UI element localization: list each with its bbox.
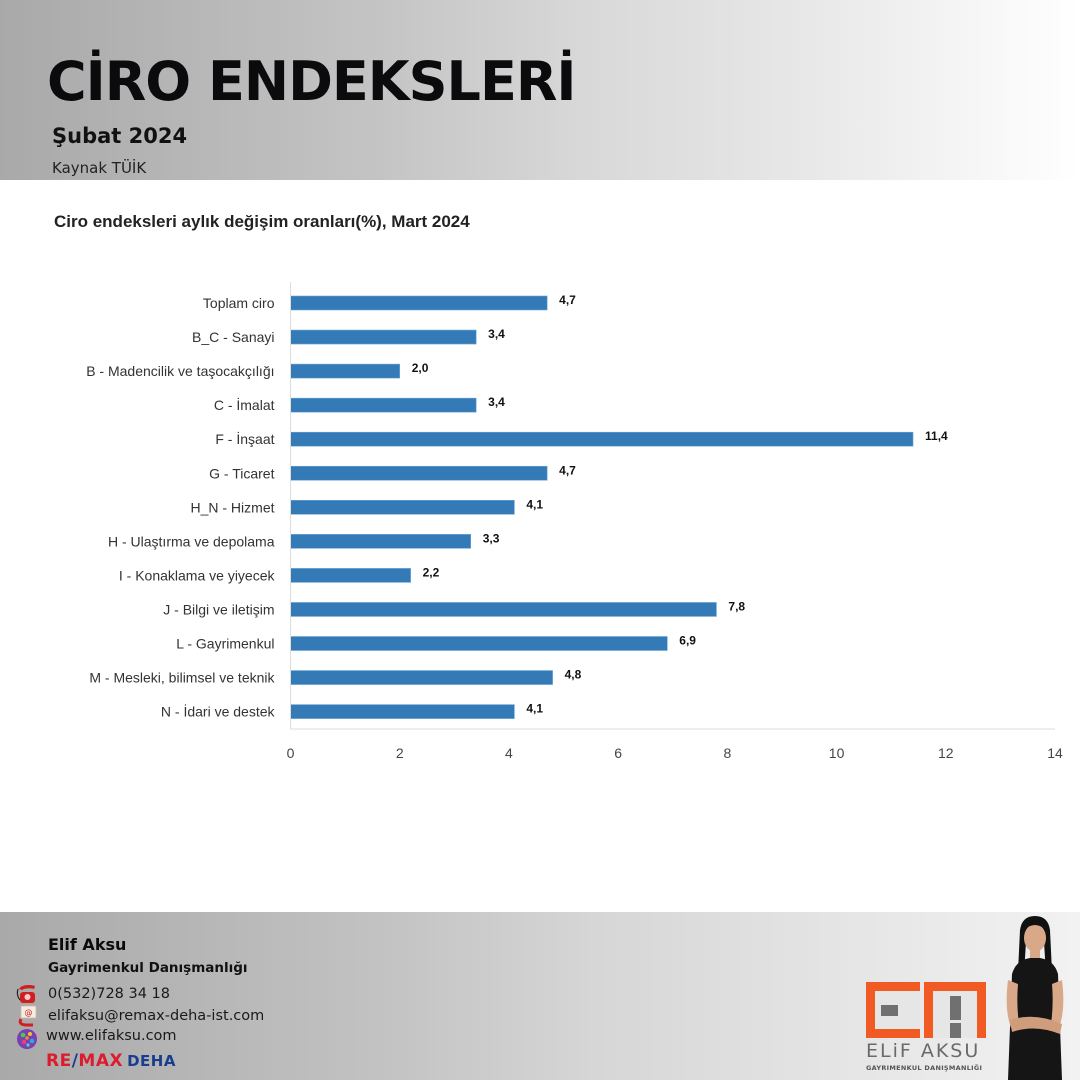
bar (290, 602, 717, 617)
category-label: L - Gayrimenkul (176, 636, 274, 652)
value-label: 4,1 (526, 702, 543, 716)
remax-slash: / (71, 1051, 79, 1071)
chart-title: Ciro endeksleri aylık değişim oranları(%… (54, 212, 470, 231)
bar (290, 295, 548, 311)
page-title: CİRO ENDEKSLERİ (47, 50, 577, 113)
bar (290, 534, 472, 549)
remax-deha-logo: RE/MAX DEHA (46, 1051, 176, 1071)
category-label: B - Madencilik ve taşocakçılığı (86, 363, 274, 379)
value-label: 4,8 (565, 668, 582, 682)
bar (290, 397, 477, 413)
category-label: B_C - Sanayi (192, 329, 274, 345)
bar (290, 636, 668, 651)
logo-tagline: GAYRIMENKUL DANIŞMANLIĞI (866, 1064, 983, 1072)
remax-part2: MAX (78, 1051, 124, 1071)
category-label: N - İdari ve destek (161, 703, 276, 720)
bar-chart: Toplam ciro 4,7 B_C - Sanayi 3,4 B - Madenci… (86, 282, 1063, 761)
bar (290, 363, 401, 379)
source-label: Kaynak TÜİK (52, 159, 147, 177)
website-link[interactable]: www.elifaksu.com (46, 1028, 177, 1044)
x-tick-label: 14 (1047, 745, 1063, 761)
x-tick-label: 2 (396, 745, 404, 761)
chart-bars: Toplam ciro 4,7 B_C - Sanayi 3,4 B - Madenci… (86, 293, 948, 720)
category-label: H_N - Hizmet (190, 499, 274, 515)
remax-part1: RE (46, 1051, 72, 1071)
globe-icon (17, 1029, 37, 1049)
x-tick-label: 8 (723, 745, 731, 761)
value-label: 7,8 (728, 599, 745, 613)
value-label: 3,3 (483, 531, 500, 545)
bar (290, 568, 411, 583)
x-tick-label: 4 (505, 745, 513, 761)
email-icon: @ (18, 1005, 37, 1027)
chart-axis: 0 2 4 6 8 10 12 14 (287, 282, 1063, 761)
value-label: 11,4 (925, 429, 948, 443)
x-tick-label: 10 (829, 745, 845, 761)
agent-role: Gayrimenkul Danışmanlığı (48, 960, 248, 976)
category-label: Toplam ciro (203, 295, 275, 311)
bar (290, 431, 914, 447)
category-label: G - Ticaret (209, 465, 274, 481)
category-label: C - İmalat (214, 396, 275, 413)
value-label: 3,4 (488, 395, 505, 409)
x-tick-label: 6 (614, 745, 622, 761)
period-subtitle: Şubat 2024 (52, 124, 188, 148)
value-label: 4,7 (559, 463, 576, 477)
logo-name: ELiF AKSU (866, 1040, 981, 1062)
bar (290, 500, 515, 515)
remax-office: DEHA (127, 1052, 176, 1070)
bar (290, 704, 515, 719)
category-label: H - Ulaştırma ve depolama (108, 533, 275, 549)
value-label: 3,4 (488, 327, 505, 341)
value-label: 4,1 (526, 497, 543, 511)
value-label: 2,2 (423, 565, 440, 579)
value-label: 6,9 (679, 634, 696, 648)
category-label: J - Bilgi ve iletişim (163, 601, 274, 617)
phone-number[interactable]: 0(532)728 34 18 (48, 986, 171, 1002)
bar (290, 465, 548, 481)
x-tick-label: 0 (287, 745, 295, 761)
category-label: F - İnşaat (215, 430, 274, 447)
value-label: 2,0 (412, 361, 429, 375)
category-label: M - Mesleki, bilimsel ve teknik (89, 670, 275, 686)
svg-text:@: @ (25, 1008, 33, 1017)
phone-icon (16, 985, 35, 1003)
agent-portrait (1006, 916, 1064, 1080)
header-band (0, 0, 1080, 180)
x-tick-label: 12 (938, 745, 954, 761)
email-address[interactable]: elifaksu@remax-deha-ist.com (48, 1008, 265, 1024)
ea-logo-mark (866, 982, 986, 1038)
bar (290, 329, 477, 345)
agent-name: Elif Aksu (48, 935, 127, 954)
bar (290, 670, 553, 685)
value-label: 4,7 (559, 293, 576, 307)
category-label: I - Konaklama ve yiyecek (119, 567, 276, 583)
